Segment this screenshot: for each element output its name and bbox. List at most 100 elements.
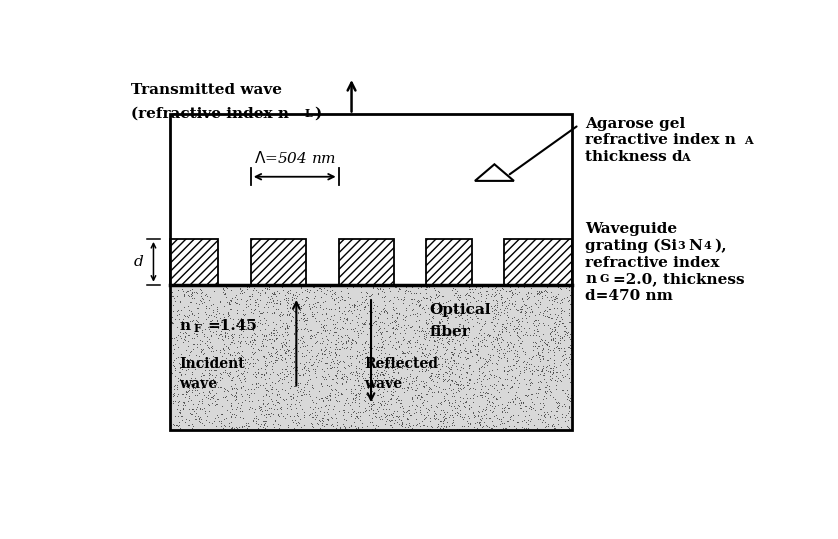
Point: [241, 295, 254, 304]
Point: [385, 416, 398, 425]
Point: [350, 351, 364, 360]
Point: [513, 370, 526, 379]
Point: [531, 414, 545, 423]
Point: [359, 406, 372, 414]
Point: [370, 327, 383, 336]
Point: [495, 327, 509, 336]
Point: [177, 311, 190, 320]
Point: [392, 378, 406, 386]
Point: [170, 307, 184, 316]
Point: [192, 309, 205, 318]
Point: [545, 287, 558, 296]
Point: [262, 281, 276, 290]
Point: [359, 338, 372, 347]
Point: [270, 353, 283, 362]
Point: [515, 338, 528, 347]
Point: [239, 385, 252, 394]
Point: [458, 307, 472, 316]
Point: [507, 290, 520, 299]
Point: [551, 330, 565, 339]
Point: [391, 394, 404, 403]
Point: [471, 344, 484, 353]
Point: [513, 393, 526, 402]
Point: [168, 364, 182, 372]
Point: [324, 337, 338, 346]
Point: [354, 412, 367, 420]
Point: [363, 316, 376, 324]
Point: [492, 334, 505, 342]
Point: [555, 295, 568, 304]
Point: [339, 338, 353, 347]
Point: [454, 379, 468, 388]
Point: [457, 321, 470, 330]
Point: [316, 281, 329, 290]
Point: [474, 362, 488, 371]
Point: [304, 334, 318, 342]
Point: [420, 293, 433, 302]
Point: [406, 401, 419, 410]
Point: [292, 388, 305, 397]
Point: [446, 418, 459, 427]
Point: [366, 298, 380, 306]
Point: [448, 377, 462, 385]
Point: [202, 296, 215, 305]
Point: [394, 285, 407, 294]
Point: [543, 329, 556, 337]
Point: [198, 383, 211, 392]
Point: [528, 420, 541, 429]
Point: [232, 374, 246, 383]
Point: [281, 421, 294, 430]
Point: [266, 383, 279, 391]
Point: [282, 310, 296, 319]
Point: [545, 335, 558, 344]
Point: [482, 393, 495, 402]
Point: [464, 369, 478, 378]
Point: [501, 354, 515, 362]
Point: [222, 331, 235, 340]
Point: [407, 353, 421, 362]
Point: [518, 309, 531, 318]
Point: [552, 399, 566, 407]
Point: [195, 405, 209, 413]
Point: [480, 342, 494, 350]
Point: [226, 335, 240, 344]
Point: [365, 400, 379, 409]
Point: [410, 337, 423, 346]
Point: [347, 281, 360, 290]
Point: [258, 384, 272, 392]
Point: [291, 347, 304, 355]
Point: [426, 298, 439, 306]
Point: [250, 383, 263, 391]
Point: [472, 356, 485, 365]
Point: [394, 339, 407, 348]
Point: [483, 423, 496, 431]
Point: [540, 293, 553, 301]
Point: [188, 327, 201, 336]
Point: [222, 310, 235, 319]
Point: [179, 414, 193, 423]
Point: [446, 350, 459, 358]
Point: [201, 343, 215, 351]
Point: [463, 285, 477, 293]
Point: [421, 350, 434, 359]
Point: [324, 348, 338, 357]
Point: [362, 307, 375, 315]
Point: [328, 363, 341, 371]
Point: [500, 370, 514, 379]
Point: [434, 307, 447, 315]
Point: [225, 389, 238, 398]
Point: [428, 415, 442, 424]
Point: [376, 370, 390, 378]
Point: [480, 389, 494, 398]
Point: [322, 349, 335, 357]
Point: [382, 358, 396, 367]
Point: [485, 285, 499, 293]
Point: [361, 384, 375, 392]
Point: [436, 292, 449, 301]
Point: [184, 348, 197, 356]
Point: [458, 353, 471, 362]
Point: [253, 319, 266, 328]
Point: [476, 354, 489, 362]
Point: [437, 412, 451, 421]
Point: [462, 326, 475, 335]
